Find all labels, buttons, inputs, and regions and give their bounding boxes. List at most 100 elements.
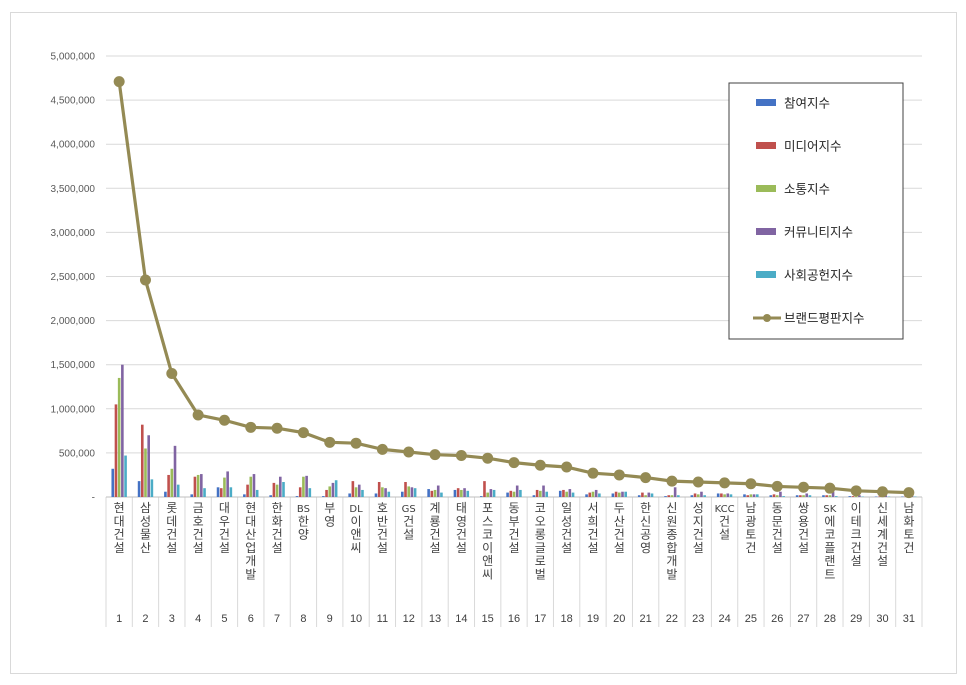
x-category-label: DL 이 앤 씨	[349, 504, 363, 555]
bar	[298, 487, 302, 497]
line-point	[666, 475, 678, 487]
x-rank-label: 31	[903, 613, 915, 625]
bar	[585, 494, 588, 497]
x-rank-label: 8	[300, 613, 306, 625]
bar	[700, 491, 703, 497]
line-point	[640, 472, 652, 484]
x-category-label: GS 건 설	[402, 504, 416, 542]
x-rank-label: 20	[613, 613, 625, 625]
bar	[598, 493, 601, 497]
x-rank-label: 27	[797, 613, 809, 625]
bar	[407, 486, 411, 497]
bar	[802, 495, 805, 497]
bar	[308, 488, 312, 497]
bar	[483, 481, 486, 497]
y-tick-label: 1,000,000	[51, 404, 96, 415]
bar	[746, 495, 750, 497]
legend-swatch	[756, 185, 776, 192]
bar	[848, 496, 852, 497]
bar	[723, 494, 726, 497]
bar	[216, 487, 220, 497]
bar	[743, 494, 746, 497]
bar	[377, 482, 381, 497]
bar	[219, 488, 223, 497]
bar	[331, 482, 335, 497]
bar	[144, 448, 147, 497]
bar	[489, 489, 493, 497]
bar	[114, 404, 118, 497]
legend-label: 커뮤니티지수	[784, 225, 853, 240]
x-rank-label: 25	[745, 613, 757, 625]
line-point	[376, 443, 388, 455]
y-tick-label: 4,500,000	[51, 96, 96, 107]
bar	[519, 489, 522, 497]
line-point	[482, 452, 494, 464]
y-tick-label: 1,500,000	[51, 360, 96, 371]
bar	[278, 476, 282, 497]
line-point	[692, 476, 704, 488]
x-rank-label: 21	[639, 613, 651, 625]
bar	[644, 495, 647, 497]
x-rank-label: 1	[116, 613, 122, 625]
line-point	[350, 437, 362, 449]
bar	[413, 488, 417, 497]
bar	[637, 495, 641, 497]
bar	[617, 492, 621, 497]
x-rank-label: 13	[429, 613, 441, 625]
bar	[779, 491, 782, 497]
bar	[591, 491, 595, 497]
bar	[542, 485, 545, 497]
bar	[193, 476, 197, 497]
bar	[756, 494, 759, 497]
bar	[354, 487, 358, 497]
x-rank-label: 7	[274, 613, 280, 625]
x-rank-label: 19	[587, 613, 599, 625]
bar	[799, 495, 802, 497]
bar	[539, 490, 542, 497]
x-rank-label: 3	[169, 613, 175, 625]
bar	[196, 474, 200, 497]
bar	[673, 487, 677, 497]
line-point	[745, 478, 757, 490]
line-point	[271, 422, 283, 434]
bar	[825, 495, 828, 497]
bar	[255, 489, 259, 497]
bar	[726, 493, 730, 497]
bar	[752, 494, 756, 497]
line-point	[139, 274, 151, 286]
bar	[387, 491, 391, 497]
legend-label: 소통지수	[784, 182, 830, 197]
bar	[492, 489, 496, 497]
x-category-label: BS 한 양	[297, 504, 310, 542]
bar	[226, 471, 229, 497]
bar	[173, 445, 177, 497]
bar	[729, 494, 733, 497]
chart-frame	[10, 12, 957, 674]
bar	[562, 489, 565, 497]
bar	[249, 476, 253, 497]
line-point	[429, 449, 441, 461]
x-rank-label: 4	[195, 613, 201, 625]
line-point	[508, 457, 520, 469]
bar	[693, 493, 697, 497]
legend-label: 참여지수	[784, 96, 830, 111]
line-point	[587, 467, 599, 479]
bar	[509, 490, 513, 497]
line-point	[403, 446, 415, 458]
bar	[190, 494, 194, 497]
bar	[381, 487, 384, 497]
line-point	[297, 427, 309, 439]
bar	[117, 377, 121, 497]
